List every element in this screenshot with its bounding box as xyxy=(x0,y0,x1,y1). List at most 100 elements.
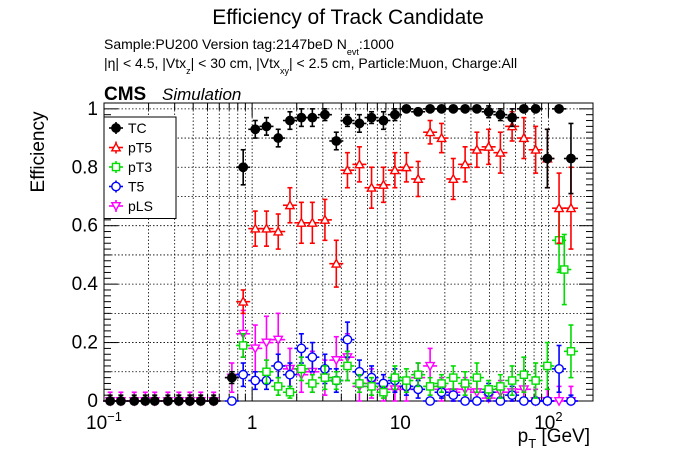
data-point xyxy=(471,144,483,154)
data-point xyxy=(173,396,184,406)
data-point xyxy=(402,376,411,385)
series-tc xyxy=(103,103,578,406)
data-point xyxy=(285,387,295,397)
legend-entry: pT3 xyxy=(128,159,152,175)
data-point xyxy=(296,112,307,123)
y-tick-label: 0.2 xyxy=(72,333,98,354)
data-point xyxy=(105,396,116,406)
x-tick-label: 102 xyxy=(534,409,562,434)
data-point xyxy=(507,112,518,123)
cms-label: CMS xyxy=(104,84,146,105)
data-point xyxy=(518,132,530,143)
data-point xyxy=(566,347,576,356)
data-point xyxy=(495,109,506,120)
x-tick-label: 10−1 xyxy=(86,409,122,434)
data-point xyxy=(553,202,565,213)
legend-entry: TC xyxy=(128,120,147,136)
data-point xyxy=(424,361,436,372)
data-point xyxy=(566,153,576,164)
data-point xyxy=(354,158,365,169)
data-point xyxy=(460,379,470,388)
data-point xyxy=(401,161,412,172)
data-point xyxy=(320,373,330,382)
data-point xyxy=(425,103,436,114)
legend-marker xyxy=(110,201,122,212)
data-point xyxy=(238,369,249,380)
data-point xyxy=(542,396,553,406)
data-point xyxy=(320,109,330,120)
data-point xyxy=(273,133,284,143)
data-point xyxy=(195,396,206,406)
data-point xyxy=(343,361,352,371)
data-point xyxy=(554,103,564,114)
data-point xyxy=(553,396,565,407)
data-point xyxy=(366,112,377,123)
data-point xyxy=(226,372,237,383)
data-point xyxy=(483,141,495,151)
data-point xyxy=(425,382,435,391)
data-point xyxy=(355,379,364,388)
simulation-label: Simulation xyxy=(162,85,241,104)
y-tick-label: 0 xyxy=(87,391,98,412)
data-point xyxy=(565,202,577,213)
data-point xyxy=(354,118,365,129)
data-point xyxy=(307,352,318,363)
data-point xyxy=(284,199,296,210)
data-point xyxy=(496,382,505,391)
data-point xyxy=(366,182,377,192)
data-point xyxy=(307,112,318,123)
data-point xyxy=(448,390,459,401)
data-point xyxy=(262,367,271,377)
y-tick-label: 0.8 xyxy=(72,157,98,178)
data-point xyxy=(530,144,542,154)
data-point xyxy=(285,369,295,380)
data-point xyxy=(448,103,459,114)
data-point xyxy=(519,370,529,379)
data-point xyxy=(237,296,249,306)
data-point xyxy=(459,158,471,169)
data-point xyxy=(342,164,353,175)
data-point xyxy=(129,396,140,406)
plot-frame xyxy=(103,102,594,402)
data-point xyxy=(379,387,388,397)
data-point xyxy=(472,373,482,382)
data-point xyxy=(560,265,569,274)
data-point xyxy=(437,379,446,388)
data-point xyxy=(401,103,412,114)
data-point xyxy=(436,132,447,143)
data-point xyxy=(460,103,471,114)
legend-entry: T5 xyxy=(128,179,145,195)
data-point xyxy=(494,147,506,157)
data-point xyxy=(115,396,126,406)
data-point xyxy=(163,396,173,406)
data-point xyxy=(436,103,447,114)
data-point xyxy=(331,136,342,146)
data-point xyxy=(306,217,318,227)
data-point xyxy=(319,214,331,224)
data-point xyxy=(378,115,389,126)
legend-entry: pLS xyxy=(128,198,153,214)
data-point xyxy=(389,164,401,175)
data-point xyxy=(554,363,564,374)
legend-marker xyxy=(111,181,121,192)
data-point xyxy=(249,222,261,233)
data-point xyxy=(518,396,529,406)
data-point xyxy=(273,361,284,371)
data-point xyxy=(460,396,471,406)
data-point xyxy=(342,334,353,345)
chart-subtitle-line-1: Sample:PU200 Version tag:2147beD Nevt:10… xyxy=(104,36,394,57)
data-point xyxy=(471,396,482,406)
data-point xyxy=(542,153,553,164)
data-point xyxy=(531,376,540,385)
legend-marker xyxy=(111,123,121,133)
data-point xyxy=(261,121,272,132)
data-point xyxy=(484,385,493,394)
data-point xyxy=(449,373,458,382)
legend: TC pT5 pT3 T5 pLS xyxy=(103,116,177,219)
x-tick-label: 10 xyxy=(390,413,411,434)
data-point xyxy=(250,124,261,135)
data-point xyxy=(390,373,400,382)
data-point xyxy=(272,225,284,236)
data-point xyxy=(238,341,248,350)
chart-title: Efficiency of Track Candidate xyxy=(212,6,484,29)
